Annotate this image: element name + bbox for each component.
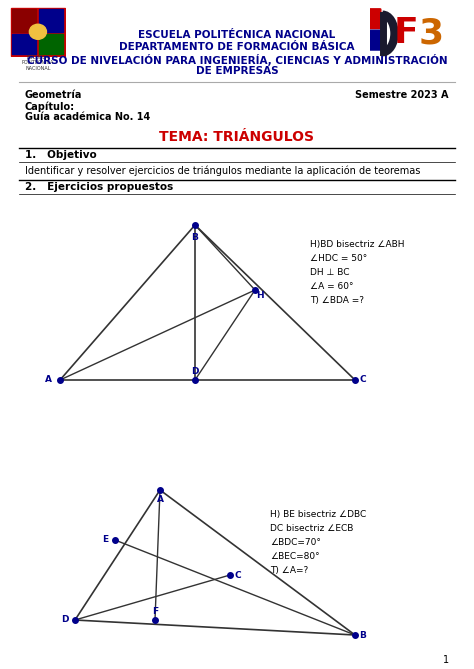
Text: ESCUELA POLITÉCNICA NACIONAL: ESCUELA POLITÉCNICA NACIONAL — [138, 30, 336, 40]
Text: T) ∠BDA =?: T) ∠BDA =? — [310, 296, 364, 305]
Bar — [39, 9, 63, 31]
Text: Capítulo:: Capítulo: — [25, 101, 75, 112]
Text: CURSO DE NIVELACIÓN PARA INGENIERÍA, CIENCIAS Y ADMINISTRACIÓN: CURSO DE NIVELACIÓN PARA INGENIERÍA, CIE… — [27, 54, 447, 66]
Text: Semestre 2023 A: Semestre 2023 A — [356, 90, 449, 100]
Bar — [12, 34, 36, 54]
Text: Guía académica No. 14: Guía académica No. 14 — [25, 112, 150, 122]
Text: Geometría: Geometría — [25, 90, 82, 100]
Text: H) BE bisectriz ∠DBC: H) BE bisectriz ∠DBC — [270, 510, 366, 519]
Text: T) ∠A=?: T) ∠A=? — [270, 566, 308, 575]
Text: F: F — [152, 607, 158, 617]
Text: B: B — [360, 630, 366, 640]
Text: A: A — [156, 496, 164, 504]
Text: ∠HDC = 50°: ∠HDC = 50° — [310, 254, 367, 263]
Text: B: B — [191, 233, 199, 242]
Text: DC bisectriz ∠ECB: DC bisectriz ∠ECB — [270, 524, 354, 533]
Text: TEMA: TRIÁNGULOS: TEMA: TRIÁNGULOS — [159, 130, 315, 144]
Text: H: H — [256, 290, 264, 300]
Text: 1: 1 — [443, 655, 449, 665]
FancyBboxPatch shape — [369, 30, 381, 50]
Circle shape — [29, 24, 46, 39]
Text: F: F — [393, 17, 418, 50]
Text: C: C — [360, 375, 366, 385]
Bar — [39, 34, 63, 54]
Text: E: E — [102, 535, 108, 545]
Text: H)BD bisectriz ∠ABH: H)BD bisectriz ∠ABH — [310, 240, 404, 249]
Bar — [12, 9, 36, 31]
Text: ∠A = 60°: ∠A = 60° — [310, 282, 354, 291]
Text: D: D — [61, 615, 69, 624]
Text: 2.   Ejercicios propuestos: 2. Ejercicios propuestos — [25, 182, 173, 192]
Text: ∠BDC=70°: ∠BDC=70° — [270, 538, 321, 547]
Text: A: A — [45, 375, 52, 385]
Text: 1.   Objetivo: 1. Objetivo — [25, 150, 97, 160]
Text: D: D — [191, 367, 199, 377]
Text: DH ⊥ BC: DH ⊥ BC — [310, 268, 349, 277]
Text: DE EMPRESAS: DE EMPRESAS — [196, 66, 278, 76]
Text: DEPARTAMENTO DE FORMACIÓN BÁSICA: DEPARTAMENTO DE FORMACIÓN BÁSICA — [119, 42, 355, 52]
Text: C: C — [235, 571, 241, 579]
FancyBboxPatch shape — [369, 9, 381, 29]
Text: 3: 3 — [419, 17, 444, 50]
Text: ESCUELA
POLITÉCNICA
NACIONAL: ESCUELA POLITÉCNICA NACIONAL — [22, 55, 54, 71]
Text: Identificar y resolver ejercicios de triángulos mediante la aplicación de teorem: Identificar y resolver ejercicios de tri… — [25, 166, 420, 177]
Text: ∠BEC=80°: ∠BEC=80° — [270, 552, 319, 561]
